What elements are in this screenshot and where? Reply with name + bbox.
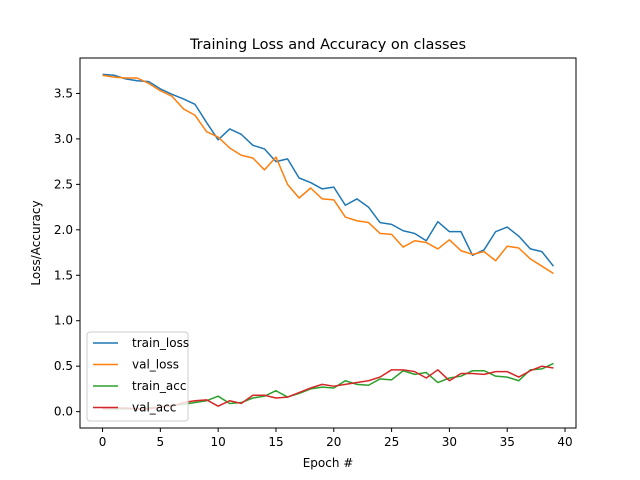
legend-item: train_loss <box>93 336 189 350</box>
legend-box <box>86 331 189 422</box>
axes-frame <box>79 57 577 429</box>
y-tick-label: 1.0 <box>54 314 73 328</box>
y-tick-label: 0.5 <box>54 359 73 373</box>
y-tick-label: 0.0 <box>54 405 73 419</box>
legend-label: val_acc <box>132 401 176 415</box>
y-tick-label: 3.0 <box>54 132 73 146</box>
x-tick-label: 5 <box>157 435 165 449</box>
x-tick-label: 35 <box>500 435 515 449</box>
series-line-val-loss <box>102 74 554 275</box>
y-axis-ticks: 0.0 0.5 1.0 1.5 2.0 2.5 3.0 3.5 <box>54 86 80 419</box>
legend-label: train_acc <box>132 379 186 393</box>
legend-label: val_loss <box>132 358 179 372</box>
x-axis-ticks: 0 5 10 15 20 25 30 35 40 <box>99 428 573 449</box>
x-tick-label: 0 <box>99 435 107 449</box>
x-axis-label: Epoch # <box>303 456 354 470</box>
y-tick-label: 1.5 <box>54 268 73 282</box>
legend: train_loss val_loss train_acc val_acc <box>86 331 189 422</box>
x-tick-label: 30 <box>442 435 457 449</box>
y-tick-label: 2.5 <box>54 177 73 191</box>
x-tick-label: 40 <box>557 435 572 449</box>
legend-item: val_acc <box>93 401 176 415</box>
y-tick-label: 3.5 <box>54 86 73 100</box>
legend-label: train_loss <box>132 336 189 350</box>
legend-item: val_loss <box>93 358 179 372</box>
legend-item: train_acc <box>93 379 186 393</box>
x-tick-label: 25 <box>384 435 399 449</box>
y-tick-label: 2.0 <box>54 223 73 237</box>
x-tick-label: 10 <box>211 435 226 449</box>
chart-title: Training Loss and Accuracy on classes <box>189 37 466 53</box>
y-axis-label: Loss/Accuracy <box>29 200 43 285</box>
x-tick-label: 20 <box>326 435 341 449</box>
x-tick-label: 15 <box>268 435 283 449</box>
